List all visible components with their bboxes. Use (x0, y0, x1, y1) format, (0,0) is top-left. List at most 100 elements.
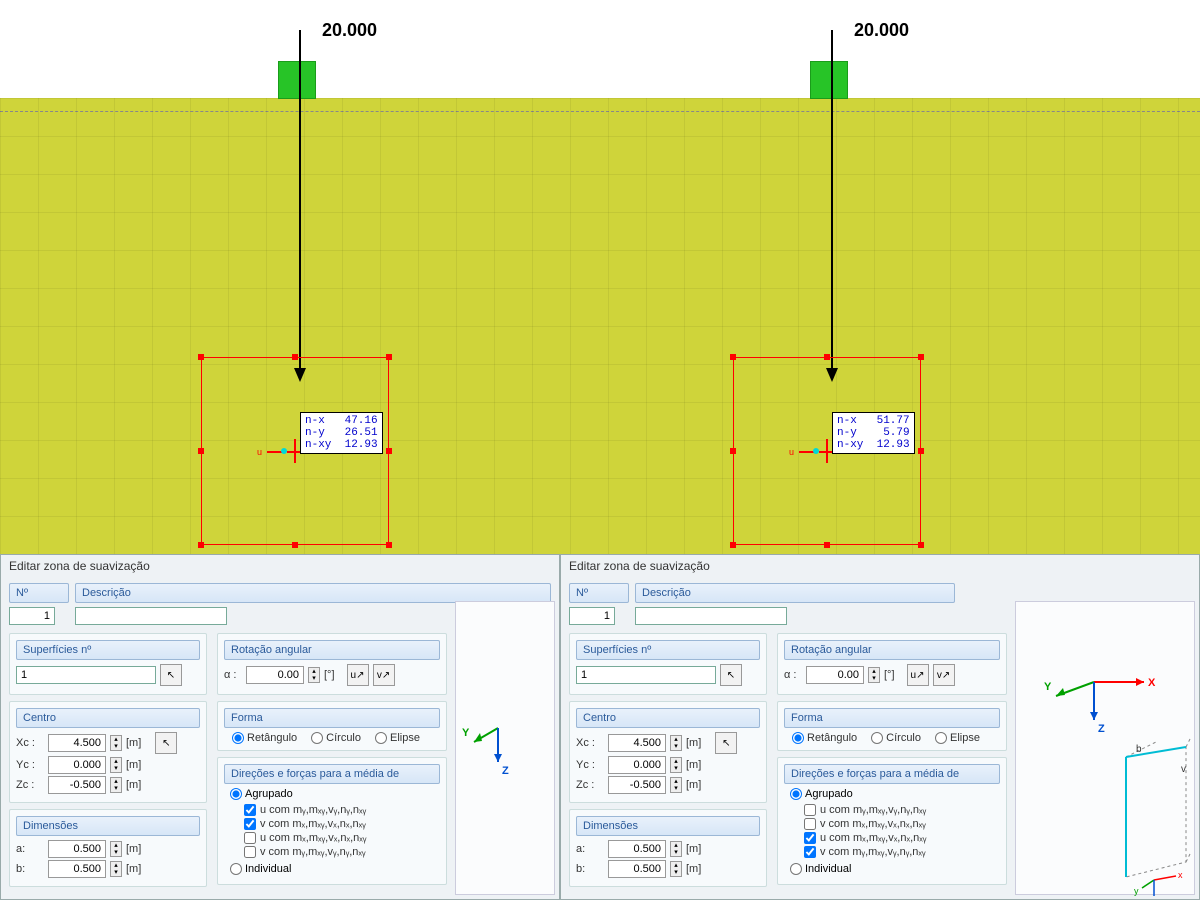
input-surf[interactable] (16, 666, 156, 684)
zone-handle[interactable] (198, 448, 204, 454)
zone-handle[interactable] (918, 448, 924, 454)
input-b[interactable] (48, 860, 106, 878)
radio-agrupado[interactable]: Agrupado (224, 788, 293, 800)
chk-1[interactable] (804, 818, 816, 830)
input-alpha[interactable] (246, 666, 304, 684)
hdr-no: Nº (569, 583, 629, 603)
spin-a[interactable]: ▴▾ (110, 841, 122, 857)
input-zc[interactable] (608, 776, 666, 794)
result-tooltip: n-x 51.77n-y 5.79n-xy 12.93 (832, 412, 915, 454)
preview-3d-right: Y X Z b v x y (1015, 601, 1195, 895)
radio-agrupado[interactable]: Agrupado (784, 788, 853, 800)
zone-handle[interactable] (824, 542, 830, 548)
hdr-no: Nº (9, 583, 69, 603)
radio-circulo[interactable]: Círculo (871, 732, 921, 744)
chk-1[interactable] (244, 818, 256, 830)
u-axis-icon[interactable]: u↗ (907, 664, 929, 686)
pick-surface-icon[interactable]: ↖ (160, 664, 182, 686)
radio-elipse[interactable]: Elipse (375, 732, 420, 744)
hdr-desc: Descrição (75, 583, 551, 603)
svg-text:Z: Z (502, 765, 509, 777)
spin-zc[interactable]: ▴▾ (110, 777, 122, 793)
svg-text:v: v (1181, 764, 1186, 775)
input-desc[interactable] (75, 607, 227, 625)
chk-2[interactable] (804, 832, 816, 844)
zone-handle[interactable] (824, 354, 830, 360)
svg-text:X: X (1148, 677, 1156, 689)
zone-handle[interactable] (918, 354, 924, 360)
chk-3[interactable] (244, 846, 256, 858)
dialog-title: Editar zona de suavização (1, 555, 559, 577)
hdr-rot: Rotação angular (784, 640, 1000, 660)
pick-center-icon[interactable]: ↖ (715, 732, 737, 754)
input-desc[interactable] (635, 607, 787, 625)
spin-b[interactable]: ▴▾ (110, 861, 122, 877)
radio-retangulo[interactable]: Retângulo (232, 732, 297, 744)
dialog-smoothing-zone-right: Editar zona de suavização Nº Descrição S… (560, 554, 1200, 900)
zone-handle[interactable] (198, 542, 204, 548)
spin-xc[interactable]: ▴▾ (110, 735, 122, 751)
radio-individual[interactable]: Individual (224, 863, 291, 875)
chk-0[interactable] (804, 804, 816, 816)
svg-text:Y: Y (462, 727, 470, 739)
u-axis-icon[interactable]: u↗ (347, 664, 369, 686)
pick-surface-icon[interactable]: ↖ (720, 664, 742, 686)
svg-text:b: b (1136, 744, 1142, 755)
input-yc[interactable] (608, 756, 666, 774)
hdr-rot: Rotação angular (224, 640, 440, 660)
hdr-centro: Centro (576, 708, 760, 728)
zone-handle[interactable] (292, 542, 298, 548)
input-zc[interactable] (48, 776, 106, 794)
radio-individual[interactable]: Individual (784, 863, 851, 875)
support-block (810, 61, 848, 99)
input-yc[interactable] (48, 756, 106, 774)
hdr-dim: Dimensões (16, 816, 200, 836)
input-xc[interactable] (48, 734, 106, 752)
zone-handle[interactable] (386, 542, 392, 548)
zone-handle[interactable] (386, 354, 392, 360)
input-a[interactable] (608, 840, 666, 858)
input-no[interactable] (569, 607, 615, 625)
hdr-forma: Forma (784, 708, 1000, 728)
hdr-dim: Dimensões (576, 816, 760, 836)
chk-2[interactable] (244, 832, 256, 844)
zone-handle[interactable] (730, 448, 736, 454)
load-arrow-line (831, 30, 833, 374)
v-axis-icon[interactable]: v↗ (933, 664, 955, 686)
support-block (278, 61, 316, 99)
svg-text:Z: Z (1098, 723, 1105, 735)
input-surf[interactable] (576, 666, 716, 684)
radio-retangulo[interactable]: Retângulo (792, 732, 857, 744)
dialog-title: Editar zona de suavização (561, 555, 1199, 577)
hdr-surf: Superfícies nº (16, 640, 200, 660)
zone-handle[interactable] (730, 542, 736, 548)
load-arrow-line (299, 30, 301, 374)
svg-text:y: y (1134, 886, 1139, 896)
input-no[interactable] (9, 607, 55, 625)
model-viewport: 20.00020.000 uu n-x 47.16n-y 26.51n-xy 1… (0, 0, 1200, 555)
input-a[interactable] (48, 840, 106, 858)
spin-alpha[interactable]: ▴▾ (308, 667, 320, 683)
zone-handle[interactable] (918, 542, 924, 548)
spin-yc[interactable]: ▴▾ (110, 757, 122, 773)
input-b[interactable] (608, 860, 666, 878)
dashed-edge (0, 111, 1200, 112)
zone-handle[interactable] (292, 354, 298, 360)
zone-handle[interactable] (386, 448, 392, 454)
radio-circulo[interactable]: Círculo (311, 732, 361, 744)
dialog-smoothing-zone-left: Editar zona de suavização Nº Descrição S… (0, 554, 560, 900)
input-xc[interactable] (608, 734, 666, 752)
chk-3[interactable] (804, 846, 816, 858)
hdr-surf: Superfícies nº (576, 640, 760, 660)
input-alpha[interactable] (806, 666, 864, 684)
zone-handle[interactable] (730, 354, 736, 360)
chk-0[interactable] (244, 804, 256, 816)
hdr-dir: Direções e forças para a média de (224, 764, 440, 784)
zone-handle[interactable] (198, 354, 204, 360)
hdr-centro: Centro (16, 708, 200, 728)
v-axis-icon[interactable]: v↗ (373, 664, 395, 686)
svg-text:Y: Y (1044, 681, 1052, 693)
pick-center-icon[interactable]: ↖ (155, 732, 177, 754)
result-tooltip: n-x 47.16n-y 26.51n-xy 12.93 (300, 412, 383, 454)
radio-elipse[interactable]: Elipse (935, 732, 980, 744)
